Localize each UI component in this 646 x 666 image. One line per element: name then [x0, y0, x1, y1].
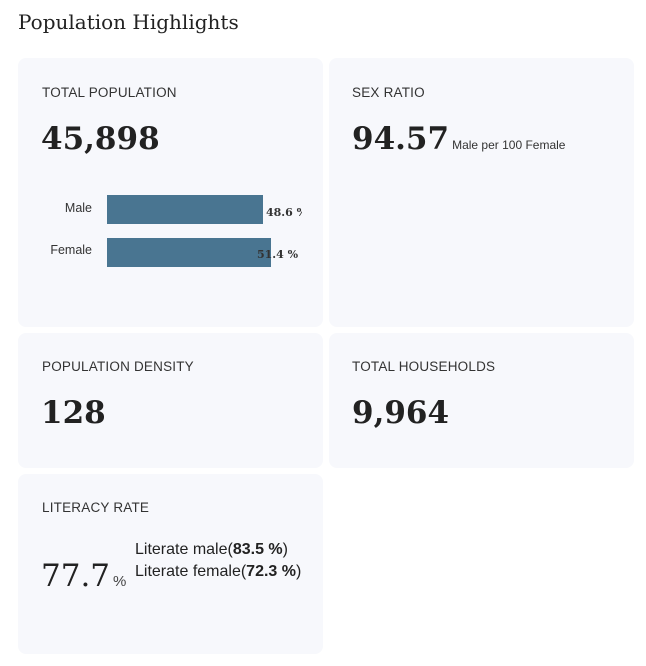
total-households-card: TOTAL HOUSEHOLDS 9,964 [329, 333, 634, 468]
literacy-rate-value: 77.7 [41, 558, 111, 594]
literate-male-suffix: ) [282, 541, 288, 558]
population-density-value: 128 [41, 395, 106, 431]
bar-value-female: 51.4 % [257, 248, 299, 261]
sex-ratio-value-row: 94.57 Male per 100 Female [352, 121, 565, 157]
literate-male-value: 83.5 % [232, 541, 283, 558]
population-density-label: POPULATION DENSITY [42, 359, 194, 374]
literate-female-suffix: ) [295, 563, 302, 580]
bar-label-female: Female [50, 243, 92, 257]
sex-ratio-value: 94.57 [352, 121, 450, 157]
literacy-rate-card: LITERACY RATE 77.7% Literate male(83.5 %… [18, 474, 323, 654]
literate-male-prefix: Literate male( [135, 541, 233, 558]
literacy-rate-value-row: 77.7% [41, 558, 126, 594]
bar-value-male: 48.6 % [266, 206, 302, 219]
bar-female [107, 238, 271, 267]
bar-male [107, 195, 263, 224]
total-households-label: TOTAL HOUSEHOLDS [352, 359, 496, 374]
sex-ratio-label: SEX RATIO [352, 85, 425, 100]
literate-female: Literate female(72.3 %) [135, 561, 307, 583]
literacy-breakdown: Literate male(83.5 %) Literate female(72… [135, 539, 307, 583]
population-density-card: POPULATION DENSITY 128 [18, 333, 323, 468]
sex-ratio-unit: Male per 100 Female [452, 138, 566, 152]
literacy-rate-label: LITERACY RATE [42, 500, 150, 515]
page-title: Population Highlights [18, 10, 239, 34]
total-households-value: 9,964 [352, 395, 450, 431]
total-population-value: 45,898 [41, 121, 160, 157]
literacy-rate-percent: % [113, 573, 127, 590]
total-population-label: TOTAL POPULATION [42, 85, 177, 100]
bar-label-male: Male [64, 201, 92, 215]
literate-female-value: 72.3 % [246, 563, 296, 580]
sex-ratio-card: SEX RATIO 94.57 Male per 100 Female [329, 58, 634, 327]
literate-female-prefix: Literate female( [135, 563, 247, 580]
total-population-card: TOTAL POPULATION 45,898 Male 48.6 % Fema… [18, 58, 323, 327]
literate-male: Literate male(83.5 %) [135, 539, 307, 561]
